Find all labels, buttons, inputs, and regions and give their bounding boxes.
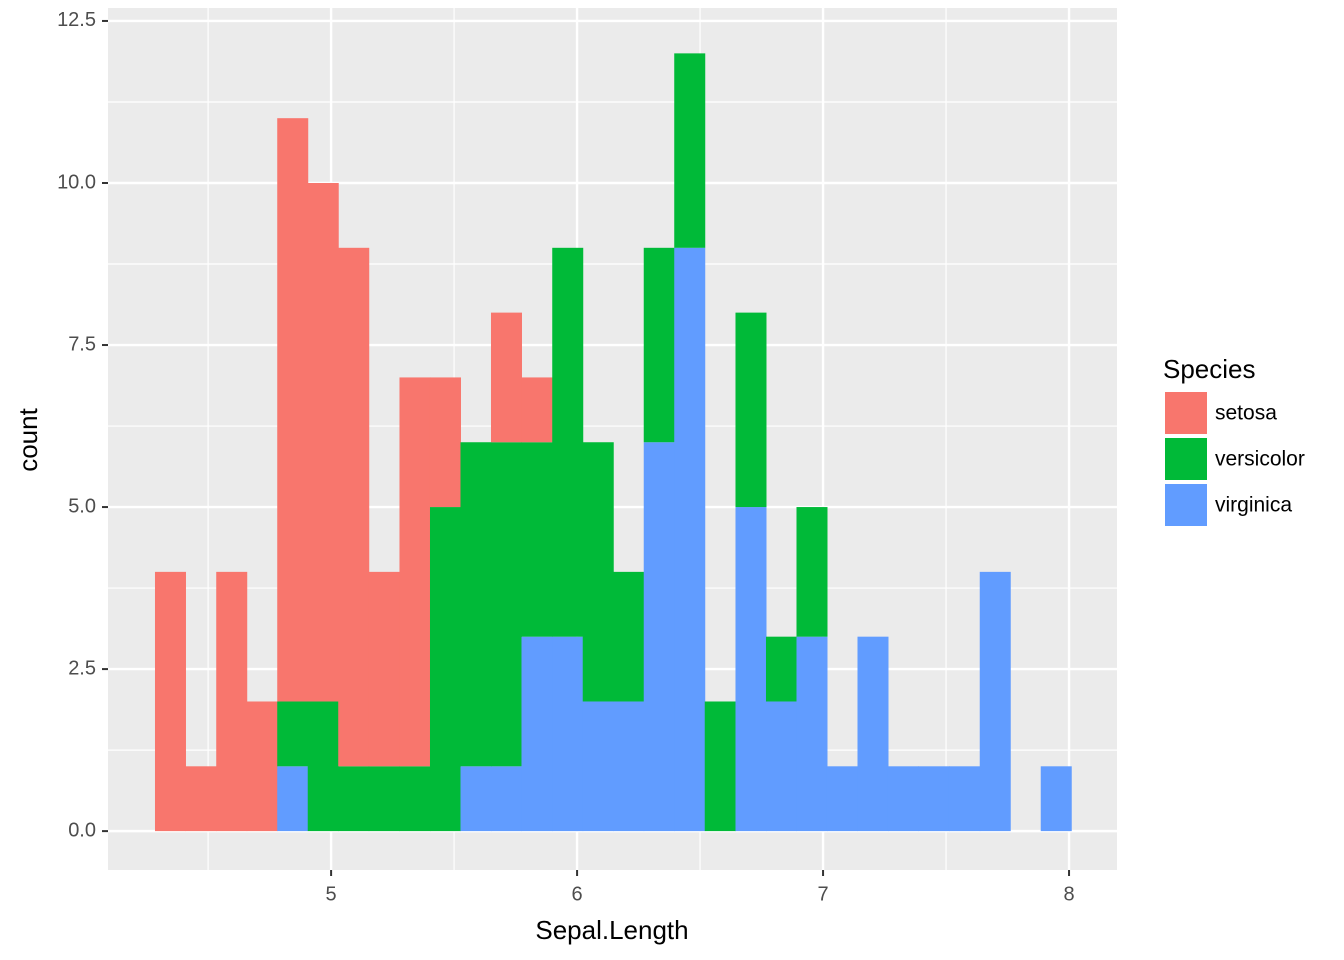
x-tick-label: 6 — [572, 883, 583, 905]
histogram-bar — [490, 442, 522, 767]
histogram-bar — [460, 442, 492, 767]
histogram-bar — [918, 766, 950, 832]
x-tick-label: 7 — [817, 883, 828, 905]
x-axis-label: Sepal.Length — [535, 915, 688, 945]
histogram-bar — [1040, 766, 1072, 832]
y-tick-label: 7.5 — [68, 333, 96, 355]
histogram-bar — [613, 701, 645, 832]
histogram-bar — [338, 766, 370, 832]
legend-key — [1165, 438, 1207, 480]
histogram-bar — [887, 766, 919, 832]
histogram-bar — [185, 766, 217, 832]
histogram-bar — [674, 53, 706, 248]
histogram-bar — [216, 571, 248, 832]
legend-label: setosa — [1215, 402, 1277, 425]
y-axis-label: count — [13, 407, 43, 471]
histogram-bar — [490, 312, 522, 443]
y-tick-label: 12.5 — [57, 9, 96, 31]
histogram-bar — [765, 701, 797, 832]
histogram-bar — [368, 571, 400, 767]
histogram-bar — [338, 247, 370, 767]
histogram-bar — [765, 636, 797, 702]
histogram-bar — [979, 571, 1011, 832]
histogram-bar — [277, 701, 309, 767]
x-tick-label: 5 — [326, 883, 337, 905]
legend-key — [1165, 392, 1207, 434]
histogram-bar — [521, 636, 553, 832]
histogram-bar — [277, 766, 309, 832]
legend-label: virginica — [1215, 494, 1292, 517]
histogram-bar — [857, 636, 889, 832]
histogram-bar — [643, 442, 675, 832]
legend-title: Species — [1163, 354, 1256, 384]
histogram-bar — [735, 507, 767, 832]
histogram-bar — [277, 118, 309, 702]
histogram-bar — [643, 247, 675, 443]
histogram-bar — [735, 312, 767, 508]
histogram-bar — [552, 636, 584, 832]
histogram-bar — [460, 766, 492, 832]
histogram-bar — [368, 766, 400, 832]
histogram-bar — [307, 701, 339, 832]
y-tick-label: 5.0 — [68, 495, 96, 517]
histogram-bar — [674, 247, 706, 832]
x-tick-label: 8 — [1063, 883, 1074, 905]
histogram-bar — [613, 571, 645, 702]
histogram-bar — [429, 507, 461, 832]
legend-key — [1165, 484, 1207, 526]
histogram-bar — [582, 442, 614, 702]
y-tick-label: 2.5 — [68, 657, 96, 679]
histogram-bar — [521, 377, 553, 443]
histogram-bar — [796, 507, 828, 637]
histogram-bar — [429, 377, 461, 508]
histogram-bar — [826, 766, 858, 832]
histogram-bar — [490, 766, 522, 832]
histogram-bar — [307, 182, 339, 702]
histogram-bar — [948, 766, 981, 832]
histogram-bar — [704, 701, 736, 832]
histogram-bar — [246, 701, 278, 832]
y-tick-label: 10.0 — [57, 171, 96, 193]
histogram-bar — [154, 571, 186, 832]
histogram-bar — [399, 377, 431, 767]
histogram-bar — [796, 636, 828, 832]
histogram-bar — [521, 442, 553, 637]
histogram-bar — [552, 247, 584, 637]
histogram-bar — [399, 766, 431, 832]
histogram-bar — [582, 701, 614, 832]
legend-label: versicolor — [1215, 448, 1305, 471]
y-tick-label: 0.0 — [68, 819, 96, 841]
